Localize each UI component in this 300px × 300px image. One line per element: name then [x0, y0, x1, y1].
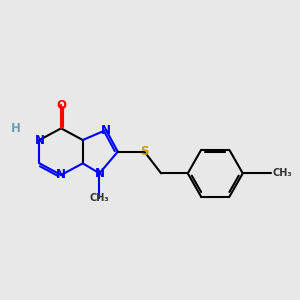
- Text: H: H: [11, 122, 21, 135]
- Text: N: N: [34, 134, 44, 146]
- Text: N: N: [101, 124, 111, 136]
- Text: N: N: [94, 167, 104, 180]
- Text: CH₃: CH₃: [273, 168, 292, 178]
- Text: O: O: [56, 98, 66, 112]
- Text: S: S: [140, 145, 149, 158]
- Text: CH₃: CH₃: [90, 193, 109, 203]
- Text: N: N: [56, 169, 66, 182]
